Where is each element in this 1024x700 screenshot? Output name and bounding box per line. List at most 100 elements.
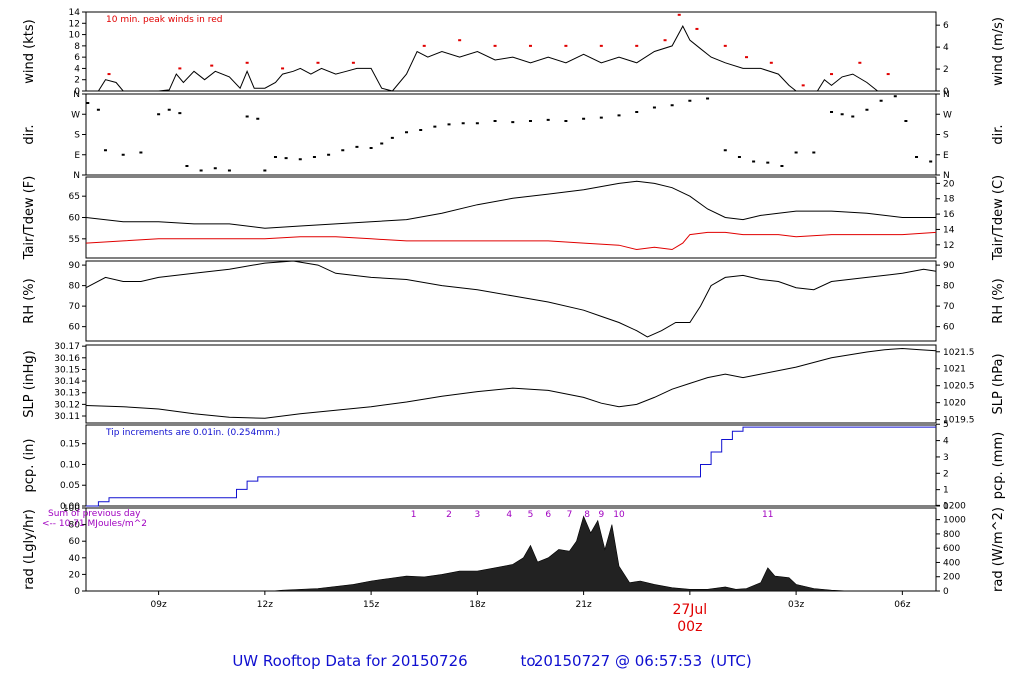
slp-line-0 — [85, 347, 937, 419]
temp-ytick-label: 60 — [69, 214, 81, 224]
pcp-ytick-label: 0.05 — [60, 481, 80, 491]
wind-ytick-label: 4 — [74, 64, 80, 74]
rad-hour-mark: 11 — [762, 510, 773, 520]
time-tick-label: 18z — [469, 600, 485, 610]
pcp-ytick-right-label: 3 — [943, 453, 949, 463]
wind-ytick-label: 10 — [69, 31, 81, 41]
dir-point — [433, 125, 437, 128]
dir-point — [369, 147, 373, 149]
temp-ytick-right-label: 18 — [943, 195, 955, 205]
dir-point — [312, 156, 316, 158]
rad-ylabel: rad (Lgly/hr) — [22, 509, 37, 590]
rad-ytick-label: 80 — [69, 521, 81, 531]
rad-hour-mark: 1 — [411, 510, 417, 520]
wind-peak-point — [458, 39, 462, 42]
dir-point — [670, 104, 674, 107]
pcp-ytick-right-label: 1 — [943, 486, 949, 496]
wind-peak-point — [210, 64, 214, 67]
dir-ytick-right-label: N — [943, 171, 950, 181]
wind-peak-point — [830, 73, 834, 76]
wind-peak-point — [745, 56, 749, 59]
slp-ytick-label: 30.14 — [54, 377, 80, 387]
slp-ytick-label: 30.12 — [54, 400, 80, 410]
wind-ytick-label: 6 — [74, 53, 80, 63]
dir-point — [121, 153, 125, 156]
dir-ytick-right-label: N — [943, 90, 950, 100]
rad-hour-mark: 9 — [598, 510, 604, 520]
wind-peak-point — [316, 61, 320, 64]
pcp-ytick-label: 0.00 — [60, 502, 80, 512]
rad-ytick-right-label: 200 — [943, 573, 960, 583]
rad-hour-mark: 10 — [613, 510, 625, 520]
wind-peak-point — [178, 67, 182, 70]
dir-point — [915, 156, 919, 158]
footer-title-part3: 20150727 @ 06:57:53 — [534, 652, 702, 670]
dir-point — [851, 115, 855, 118]
dir-point — [273, 156, 277, 158]
day-marker-label: 00z — [677, 619, 702, 635]
wind-ylabel: wind (kts) — [22, 19, 37, 83]
dir-point — [706, 97, 710, 100]
dir-point — [652, 106, 656, 109]
rad-ytick-label: 20 — [69, 570, 81, 580]
wind-ytick-label: 0 — [74, 87, 80, 97]
dir-point — [723, 149, 727, 152]
rad-hour-mark: 6 — [545, 510, 551, 520]
slp-ytick-right-label: 1020 — [943, 399, 966, 409]
footer-title-part1: UW Rooftop Data for 20150726 — [232, 652, 467, 670]
dir-point — [752, 160, 756, 163]
temp-ytick-label: 65 — [69, 192, 80, 202]
dir-point — [103, 149, 107, 152]
temp-line-1 — [85, 231, 937, 251]
wind-peak-point — [663, 39, 667, 42]
dir-point — [582, 117, 586, 120]
wind-peak-point — [599, 44, 603, 47]
day-marker-date: 27Jul — [672, 602, 707, 618]
wind-annotation: 10 min. peak winds in red — [106, 15, 223, 25]
dir-point — [245, 115, 249, 118]
dir-point — [812, 151, 816, 154]
dir-ytick-label: S — [74, 131, 80, 141]
rad-hour-mark: 4 — [506, 510, 512, 520]
dir-point — [355, 145, 359, 148]
rad-annotation-line: <-- 10.71 MJoules/m^2 — [42, 519, 147, 529]
temp-frame — [85, 176, 937, 259]
slp-ylabel: SLP (inHg) — [22, 350, 37, 418]
dir-point — [766, 161, 770, 164]
dir-point — [635, 111, 639, 113]
wind-frame — [85, 11, 937, 92]
wind-peak-point — [493, 44, 497, 47]
dir-point — [284, 157, 288, 160]
time-tick-label: 21z — [576, 600, 592, 610]
temp-ytick-right-label: 12 — [943, 241, 954, 251]
dir-point — [794, 151, 798, 154]
rad-ytick-right-label: 400 — [943, 558, 960, 568]
dir-point — [493, 120, 497, 122]
wind-ytick-label: 2 — [74, 76, 80, 86]
dir-point — [893, 95, 897, 98]
rh-frame — [85, 260, 937, 342]
wind-peak-point — [351, 61, 355, 64]
time-tick-label: 09z — [151, 600, 167, 610]
rad-annotation-line: Sum of previous day — [48, 509, 141, 519]
slp-ytick-label: 30.13 — [54, 389, 80, 399]
wind-ytick-label: 8 — [74, 42, 80, 52]
footer-title-part2: to — [520, 652, 535, 670]
dir-point — [564, 120, 568, 122]
dir-point — [341, 149, 345, 152]
wind-peak-point — [886, 73, 890, 76]
wind-ytick-right-label: 4 — [943, 43, 949, 53]
dir-point — [327, 153, 331, 156]
rad-ytick-right-label: 1200 — [943, 501, 966, 511]
dir-ytick-label: N — [73, 171, 80, 181]
rh-ytick-label: 70 — [69, 302, 81, 312]
wind-line-0 — [86, 25, 936, 92]
rh-ytick-right-label: 60 — [943, 323, 955, 333]
dir-point — [227, 169, 231, 172]
dir-point — [511, 121, 515, 124]
dir-point — [256, 117, 260, 120]
wind-peak-point — [801, 84, 805, 87]
dir-point — [86, 102, 90, 104]
wind-ytick-right-label: 0 — [943, 87, 949, 97]
